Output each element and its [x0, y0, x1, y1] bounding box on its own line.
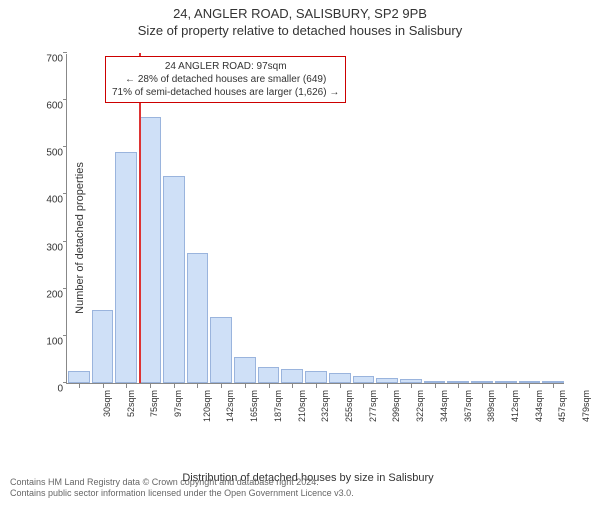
x-tick-mark: [316, 384, 317, 388]
x-tick-label: 299sqm: [391, 390, 401, 422]
x-tick-mark: [292, 384, 293, 388]
y-tick-label: 0: [33, 384, 63, 395]
histogram-bar: [281, 369, 303, 383]
histogram-chart: Number of detached properties 0100200300…: [48, 48, 568, 428]
page-title-address: 24, ANGLER ROAD, SALISBURY, SP2 9PB: [0, 6, 600, 21]
x-tick-label: 367sqm: [463, 390, 473, 422]
y-tick-label: 700: [33, 54, 63, 65]
y-tick-label: 400: [33, 195, 63, 206]
x-tick-mark: [79, 384, 80, 388]
histogram-bar: [424, 381, 446, 383]
page-subtitle: Size of property relative to detached ho…: [0, 23, 600, 38]
y-tick-mark: [63, 146, 67, 147]
x-tick-label: 30sqm: [102, 390, 112, 417]
y-tick-mark: [63, 288, 67, 289]
x-tick-label: 344sqm: [439, 390, 449, 422]
histogram-bar: [329, 373, 351, 383]
footer-line-2: Contains public sector information licen…: [10, 488, 354, 500]
callout-line-1: 24 ANGLER ROAD: 97sqm: [112, 60, 339, 73]
y-tick-label: 500: [33, 148, 63, 159]
y-tick-label: 600: [33, 101, 63, 112]
x-tick-mark: [103, 384, 104, 388]
x-tick-label: 142sqm: [225, 390, 235, 422]
x-tick-label: 187sqm: [273, 390, 283, 422]
histogram-bar: [305, 371, 327, 383]
y-tick-mark: [63, 335, 67, 336]
x-tick-label: 120sqm: [202, 390, 212, 422]
x-tick-mark: [269, 384, 270, 388]
x-tick-mark: [529, 384, 530, 388]
x-tick-mark: [150, 384, 151, 388]
histogram-bar: [400, 379, 422, 383]
histogram-bar: [447, 381, 469, 383]
histogram-bar: [353, 376, 375, 383]
x-tick-label: 255sqm: [344, 390, 354, 422]
histogram-bar: [376, 378, 398, 383]
x-tick-label: 165sqm: [249, 390, 259, 422]
x-tick-mark: [411, 384, 412, 388]
x-tick-mark: [174, 384, 175, 388]
x-tick-label: 412sqm: [510, 390, 520, 422]
histogram-bar: [68, 371, 90, 383]
x-tick-mark: [126, 384, 127, 388]
x-tick-label: 389sqm: [486, 390, 496, 422]
x-tick-label: 479sqm: [581, 390, 591, 422]
plot-area: 010020030040050060070030sqm52sqm75sqm97s…: [66, 54, 564, 384]
x-tick-label: 277sqm: [368, 390, 378, 422]
x-tick-label: 210sqm: [297, 390, 307, 422]
x-tick-label: 75sqm: [149, 390, 159, 417]
y-tick-mark: [63, 52, 67, 53]
y-tick-mark: [63, 382, 67, 383]
callout-box: 24 ANGLER ROAD: 97sqm ← 28% of detached …: [105, 56, 346, 103]
y-tick-mark: [63, 193, 67, 194]
histogram-bar: [542, 381, 564, 383]
y-tick-label: 300: [33, 242, 63, 253]
histogram-bar: [187, 253, 209, 383]
histogram-bar: [519, 381, 541, 383]
x-tick-mark: [340, 384, 341, 388]
x-tick-label: 232sqm: [320, 390, 330, 422]
x-tick-mark: [363, 384, 364, 388]
x-tick-mark: [387, 384, 388, 388]
y-tick-label: 200: [33, 289, 63, 300]
y-tick-mark: [63, 241, 67, 242]
x-tick-mark: [197, 384, 198, 388]
callout-line-2: ← 28% of detached houses are smaller (64…: [112, 73, 339, 86]
y-tick-label: 100: [33, 336, 63, 347]
x-tick-mark: [482, 384, 483, 388]
y-tick-mark: [63, 99, 67, 100]
x-tick-mark: [435, 384, 436, 388]
x-tick-mark: [458, 384, 459, 388]
histogram-bar: [92, 310, 114, 383]
x-tick-label: 322sqm: [415, 390, 425, 422]
x-tick-mark: [506, 384, 507, 388]
x-tick-label: 52sqm: [126, 390, 136, 417]
histogram-bar: [258, 367, 280, 384]
x-tick-mark: [245, 384, 246, 388]
callout-line-3: 71% of semi-detached houses are larger (…: [112, 86, 339, 99]
histogram-bar: [115, 152, 137, 383]
footer-attribution: Contains HM Land Registry data © Crown c…: [10, 477, 354, 500]
histogram-bar: [139, 117, 161, 383]
x-tick-label: 97sqm: [173, 390, 183, 417]
histogram-bar: [495, 381, 517, 383]
histogram-bar: [210, 317, 232, 383]
footer-line-1: Contains HM Land Registry data © Crown c…: [10, 477, 354, 489]
histogram-bar: [471, 381, 493, 383]
x-tick-label: 434sqm: [534, 390, 544, 422]
x-tick-mark: [553, 384, 554, 388]
x-tick-mark: [221, 384, 222, 388]
x-tick-label: 457sqm: [557, 390, 567, 422]
histogram-bar: [163, 176, 185, 383]
histogram-bar: [234, 357, 256, 383]
